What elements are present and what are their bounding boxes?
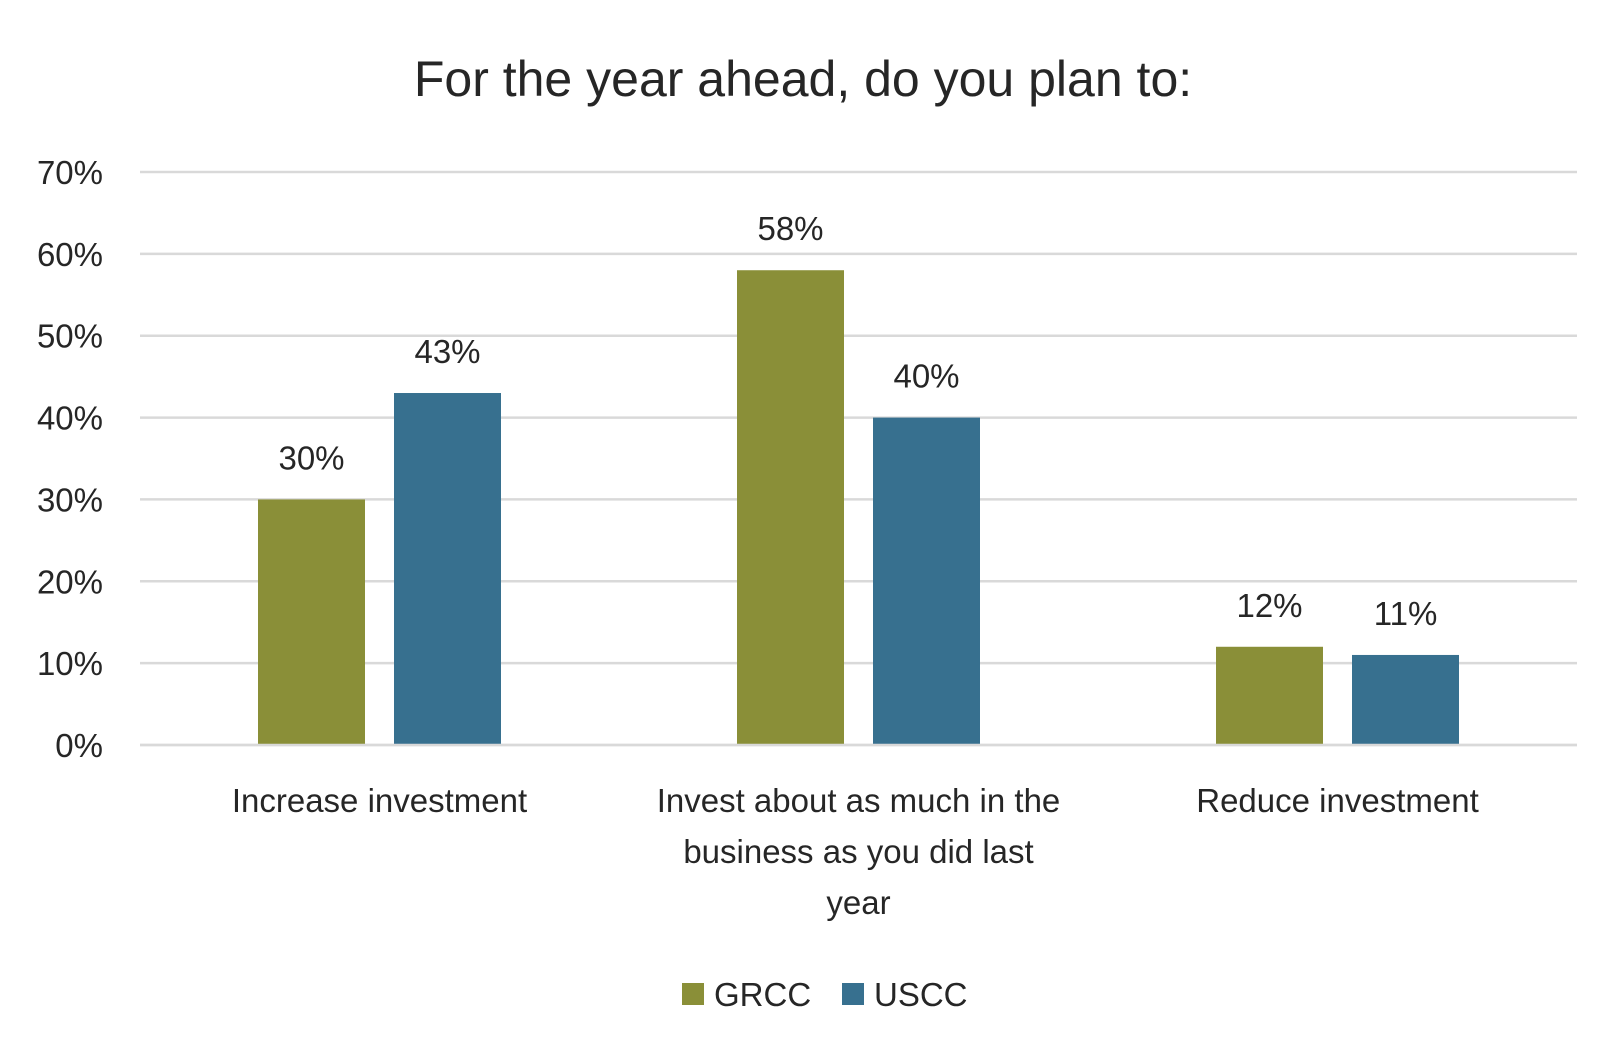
x-axis-category-labels: Increase investment Invest about as much … [232,782,1479,921]
category-label: year [826,884,890,921]
bar-grcc [258,499,365,745]
data-label: 12% [1236,587,1302,624]
legend-label: USCC [874,976,968,1013]
legend: GRCC USCC [682,976,968,1013]
data-label: 40% [893,358,959,395]
bar-uscc [394,393,501,745]
bar-grcc [737,270,844,745]
y-tick-label: 50% [37,318,103,355]
category-label: business as you did last [683,833,1033,870]
legend-label: GRCC [714,976,811,1013]
data-label: 58% [757,210,823,247]
chart-title: For the year ahead, do you plan to: [414,51,1192,107]
bar-uscc [873,417,980,745]
bars [140,270,1577,747]
y-tick-label: 40% [37,400,103,437]
y-tick-label: 30% [37,481,103,518]
y-tick-label: 70% [37,154,103,191]
y-tick-label: 10% [37,645,103,682]
y-tick-label: 60% [37,236,103,273]
legend-swatch-grcc [682,983,704,1005]
legend-swatch-uscc [842,983,864,1005]
gridlines [140,170,1577,747]
bar-uscc [1352,654,1459,745]
category-label: Invest about as much in the [657,782,1061,819]
data-label: 30% [278,439,344,476]
y-tick-label: 20% [37,563,103,600]
y-tick-label: 0% [55,727,103,764]
category-label: Increase investment [232,782,527,819]
data-label: 43% [414,333,480,370]
data-label: 11% [1374,595,1438,632]
y-axis-tick-labels: 0% 10% 20% 30% 40% 50% 60% 70% [37,154,103,764]
data-labels: 30% 43% 58% 40% 12% 11% [278,210,1437,632]
bar-grcc [1216,646,1323,745]
category-label: Reduce investment [1196,782,1478,819]
